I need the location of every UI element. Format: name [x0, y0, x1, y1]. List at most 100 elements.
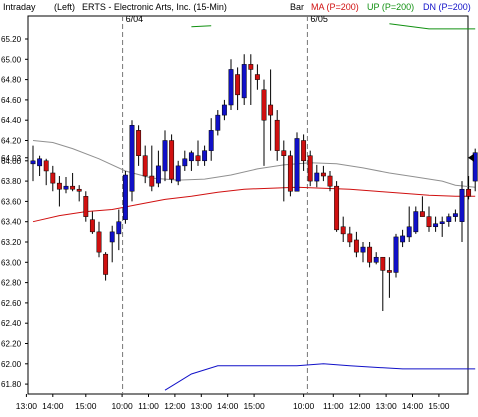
candle-up [116, 221, 122, 235]
day-label: 6/05 [310, 14, 328, 24]
candle-down [254, 74, 260, 80]
candle-down [347, 233, 353, 243]
candle-up [188, 152, 194, 162]
candle-up [472, 152, 478, 182]
candle-down [268, 104, 274, 116]
candle-down [56, 182, 62, 190]
y-tick-label: 64.80 [1, 76, 22, 85]
candle-down [426, 216, 432, 228]
x-tick-label: 10:00 [293, 401, 315, 411]
candle-down [195, 155, 201, 162]
candle-down [235, 74, 241, 96]
header-side: (Left) [54, 2, 75, 12]
candle-down [320, 172, 326, 177]
candle-up [202, 150, 208, 162]
candle-up [208, 130, 214, 151]
candle-up [129, 125, 135, 192]
last-price-arrow [468, 153, 474, 162]
candle-down [419, 211, 425, 217]
candle-up [30, 160, 36, 165]
x-tick-label: 15:00 [75, 401, 97, 411]
candle-up [459, 188, 465, 222]
candle-down [386, 270, 392, 273]
header-period: Intraday [3, 2, 36, 12]
candle-up [122, 174, 128, 220]
y-tick-label: 63.00 [1, 258, 22, 267]
candle-down [103, 253, 109, 275]
candle-up [221, 104, 227, 116]
candle-down [96, 231, 102, 253]
candle-down [83, 196, 89, 217]
y-tick-label: 64.60 [1, 96, 22, 105]
x-tick-label: 13:00 [16, 401, 38, 411]
candle-up [433, 223, 439, 228]
candle-down [70, 185, 76, 190]
candle-down [307, 155, 313, 182]
candle-down [149, 175, 155, 187]
candle-up [109, 231, 115, 243]
candle-up [63, 185, 69, 190]
indicator-lines: 6/04 6/05 [32, 14, 476, 394]
x-tick-label: 14:00 [402, 401, 424, 411]
candle-down [274, 119, 280, 151]
candle-down [334, 185, 340, 231]
candle-up [175, 165, 181, 182]
day-label: 6/04 [126, 14, 144, 24]
x-tick-label: 14:00 [217, 401, 239, 411]
y-tick-label: 62.80 [1, 279, 22, 288]
y-tick-label: 62.40 [1, 319, 22, 328]
x-tick-label: 13:00 [375, 401, 397, 411]
candle-up [439, 221, 445, 224]
candle-down [50, 172, 56, 184]
y-tick-label: 64.03 [1, 154, 22, 163]
x-tick-label: 15:00 [428, 401, 450, 411]
y-tick-label: 63.60 [1, 197, 22, 206]
candle-down [248, 64, 254, 70]
candle-up [215, 114, 221, 131]
x-tick-label: 10:00 [111, 401, 133, 411]
x-tick-label: 13:00 [191, 401, 213, 411]
candle-up [294, 138, 300, 192]
candle-up [446, 216, 452, 222]
candles [30, 54, 478, 312]
y-tick-label: 61.80 [1, 380, 22, 389]
candle-down [327, 175, 333, 187]
y-tick-label: 62.00 [1, 360, 22, 369]
candle-down [340, 226, 346, 235]
series-line-upper-envelope [32, 140, 476, 188]
series-line-up-p-200 [191, 25, 212, 28]
candle-up [228, 69, 234, 106]
candle-down [301, 140, 307, 162]
y-tick-label: 64.20 [1, 137, 22, 146]
y-tick-label: 62.20 [1, 340, 22, 349]
candle-up [155, 165, 161, 184]
candle-down [281, 150, 287, 156]
candle-up [452, 213, 458, 217]
candle-down [261, 89, 267, 121]
y-tick-label: 63.80 [1, 177, 22, 186]
legend-up: UP (P=200) [367, 2, 414, 12]
candle-up [400, 235, 406, 243]
y-tick-label: 62.60 [1, 299, 22, 308]
candle-up [314, 172, 320, 182]
axes: 65.20 65.00 64.80 64.60 64.40 64.20 64.0364.00… [1, 35, 474, 411]
candle-up [162, 140, 168, 172]
candle-down [353, 239, 359, 253]
candle-up [406, 226, 412, 238]
x-tick-label: 11:00 [138, 401, 159, 411]
candle-down [142, 155, 148, 177]
x-tick-label: 12:00 [164, 401, 186, 411]
plot-frame [27, 15, 469, 395]
y-tick-label: 63.20 [1, 238, 22, 247]
y-tick-label: 65.00 [1, 55, 22, 64]
candle-down [76, 188, 82, 192]
candle-down [89, 219, 95, 233]
candle-down [43, 160, 49, 172]
candle-down [136, 130, 142, 156]
candle-up [393, 236, 399, 273]
legend-ma: MA (P=200) [311, 2, 359, 12]
x-tick-label: 11:00 [323, 401, 344, 411]
candle-down [169, 140, 175, 180]
